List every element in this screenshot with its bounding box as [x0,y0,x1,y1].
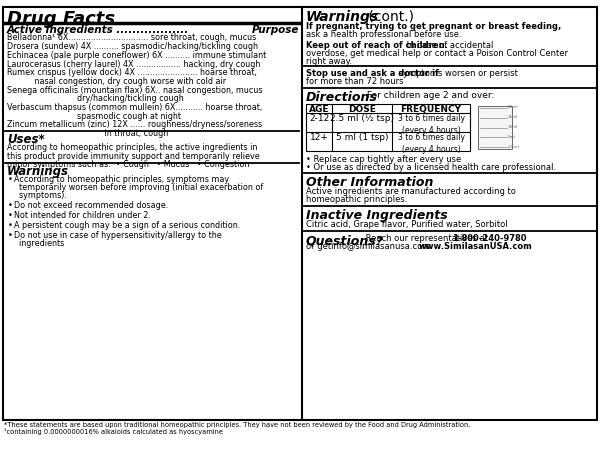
Text: Other Information: Other Information [306,176,433,189]
Text: 15ml: 15ml [508,115,518,119]
Text: Keep out of reach of children.: Keep out of reach of children. [306,41,448,50]
Text: Purpose: Purpose [251,25,299,35]
Text: Active ingredients are manufactured according to: Active ingredients are manufactured acco… [306,187,516,196]
Text: Reach our representatives at: Reach our representatives at [363,234,491,243]
Text: Senega officinalis (mountain flax) 6X.. nasal congestion, mucus: Senega officinalis (mountain flax) 6X.. … [7,86,263,95]
Text: 2.5ml: 2.5ml [508,145,520,149]
Text: ingredients: ingredients [14,239,64,248]
Text: 3 to 6 times daily
(every 4 hours): 3 to 6 times daily (every 4 hours) [398,133,464,154]
Text: 5 ml (1 tsp): 5 ml (1 tsp) [336,133,388,142]
Text: ask a health professional before use.: ask a health professional before use. [306,30,461,39]
Text: Zincum metallicum (zinc) 12X ...... roughness/dryness/soreness: Zincum metallicum (zinc) 12X ...... roug… [7,120,262,130]
Text: According to homeopathic principles, the active ingredients in: According to homeopathic principles, the… [7,143,257,152]
Text: Directions: Directions [306,91,378,104]
Text: temporarily worsen before improving (initial exacerbation of: temporarily worsen before improving (ini… [14,183,263,192]
Text: nasal congestion, dry cough worse with cold air: nasal congestion, dry cough worse with c… [7,77,226,86]
Text: spasmodic cough at night: spasmodic cough at night [7,112,181,121]
Text: Rumex crispus (yellow dock) 4X ........................ hoarse throat,: Rumex crispus (yellow dock) 4X .........… [7,68,257,77]
Text: For children age 2 and over:: For children age 2 and over: [364,91,494,100]
Text: Not intended for children under 2.: Not intended for children under 2. [14,211,151,220]
Text: Do not exceed recommended dosage.: Do not exceed recommended dosage. [14,201,168,210]
Text: •: • [8,201,13,210]
Text: Active Ingredients ..................: Active Ingredients .................. [7,25,193,35]
Text: *These statements are based upon traditional homeopathic principles. They have n: *These statements are based upon traditi… [4,422,470,428]
Text: overdose, get medical help or contact a Poison Control Center: overdose, get medical help or contact a … [306,49,568,58]
Text: 2.5 ml (½ tsp): 2.5 ml (½ tsp) [330,114,394,123]
Text: According to homeopathic principles, symptoms may: According to homeopathic principles, sym… [14,175,229,184]
Text: right away.: right away. [306,57,352,66]
Text: 10ml: 10ml [508,125,518,129]
Text: 1-800-240-9780: 1-800-240-9780 [452,234,527,243]
Text: 12+: 12+ [310,133,328,142]
Text: •: • [8,211,13,220]
Text: Belladonna¹ 6X................................ sore throat, cough, mucus: Belladonna¹ 6X..........................… [7,34,256,43]
Text: Drug Facts: Drug Facts [7,10,115,28]
Text: 20ml: 20ml [508,106,518,110]
Text: •: • [8,221,13,230]
Text: ¹containing 0.0000000016% alkaloids calculated as hyoscyamine: ¹containing 0.0000000016% alkaloids calc… [4,428,223,435]
Text: Stop use and ask a doctor if: Stop use and ask a doctor if [306,69,439,78]
Text: dry/hacking/tickling cough: dry/hacking/tickling cough [7,94,184,103]
Text: A persistent cough may be a sign of a serious condition.: A persistent cough may be a sign of a se… [14,221,240,230]
Text: Verbascum thapsus (common mullein) 6X........... hoarse throat,: Verbascum thapsus (common mullein) 6X...… [7,103,262,112]
Text: this product provide immunity support and temporarily relieve: this product provide immunity support an… [7,152,260,161]
Text: for more than 72 hours: for more than 72 hours [306,77,404,86]
Text: symptoms).: symptoms). [14,191,67,200]
Text: or getinfo@similasanusa.com: or getinfo@similasanusa.com [306,242,436,251]
Text: (cont.): (cont.) [364,10,414,24]
Text: homeopathic principles.: homeopathic principles. [306,195,407,204]
Bar [478,106,512,149]
Text: Inactive Ingredients: Inactive Ingredients [306,209,448,222]
Text: www.SimilasanUSA.com: www.SimilasanUSA.com [419,242,533,251]
Text: Warnings: Warnings [306,10,379,24]
Text: In case of accidental: In case of accidental [404,41,493,50]
Text: Laurocerasus (cherry laurel) 4X .................. hacking, dry cough: Laurocerasus (cherry laurel) 4X ........… [7,60,260,68]
Text: • Replace cap tightly after every use: • Replace cap tightly after every use [306,155,461,164]
Text: Warnings: Warnings [7,165,69,178]
Text: in throat, cough: in throat, cough [7,129,168,138]
Text: FREQUENCY: FREQUENCY [401,105,461,114]
Text: Questions?: Questions? [306,234,384,247]
Text: AGE: AGE [309,105,329,114]
Text: DOSE: DOSE [348,105,376,114]
Text: 5ml: 5ml [508,135,516,139]
Text: Citric acid, Grape flavor, Purified water, Sorbitol: Citric acid, Grape flavor, Purified wate… [306,220,508,229]
Text: •: • [8,175,13,184]
Text: If pregnant, trying to get pregnant or breast feeding,: If pregnant, trying to get pregnant or b… [306,22,561,31]
Text: 3 to 6 times daily
(every 4 hours): 3 to 6 times daily (every 4 hours) [398,114,464,135]
Text: •: • [8,231,13,240]
Text: Do not use in case of hypersensitivity/allergy to the: Do not use in case of hypersensitivity/a… [14,231,222,240]
Bar [306,104,470,151]
Text: Echinacea (pale purple coneflower) 6X .......... immune stimulant: Echinacea (pale purple coneflower) 6X ..… [7,51,266,60]
Text: Uses*: Uses* [7,133,44,146]
Text: symptoms worsen or persist: symptoms worsen or persist [396,69,518,78]
Text: • Or use as directed by a licensed health care professional.: • Or use as directed by a licensed healt… [306,163,556,172]
Text: minor symptoms such as:  • Cough   • Mucus   • Congestion: minor symptoms such as: • Cough • Mucus … [7,160,250,169]
Text: 2-12: 2-12 [309,114,329,123]
Text: Drosera (sundew) 4X .......... spasmodic/hacking/tickling cough: Drosera (sundew) 4X .......... spasmodic… [7,42,258,51]
